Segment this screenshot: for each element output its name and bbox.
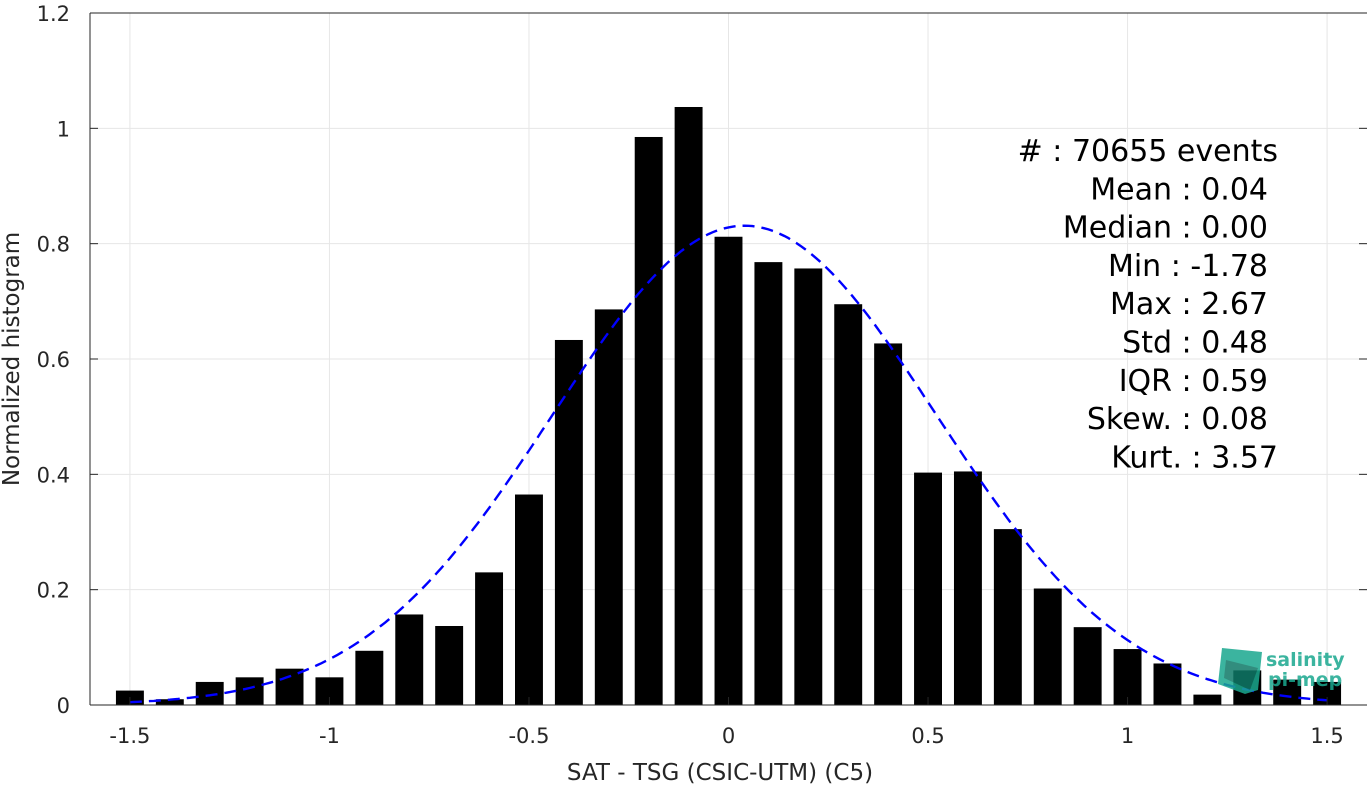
histogram-bar — [914, 472, 942, 705]
y-tick-label: 0.4 — [37, 463, 70, 487]
x-tick-label: 1 — [1121, 724, 1134, 748]
histogram-bar — [714, 236, 743, 705]
y-tick-label: 0.2 — [37, 579, 70, 603]
stats-line: Skew. : 0.08 — [1087, 402, 1268, 437]
y-tick-label: 0.8 — [37, 233, 70, 257]
histogram-bar — [1033, 588, 1062, 705]
x-tick-label: 1.5 — [1310, 724, 1343, 748]
histogram-bar — [754, 262, 783, 705]
x-tick-label: -1 — [319, 724, 340, 748]
histogram-bar — [634, 136, 663, 705]
stats-line: Median : 0.00 — [1063, 211, 1268, 246]
histogram-bar — [674, 106, 703, 706]
histogram-bar — [794, 268, 823, 705]
stats-line: Kurt. : 3.57 — [1111, 440, 1278, 475]
histogram-bar — [594, 309, 623, 705]
histogram-bar — [195, 681, 224, 705]
histogram-bar — [475, 572, 504, 705]
histogram-bar — [554, 339, 583, 705]
histogram-bar — [834, 304, 863, 705]
x-tick-label: 0.5 — [911, 724, 944, 748]
stats-line: # : 70655 events — [1018, 134, 1278, 169]
histogram-bar — [1193, 694, 1222, 705]
histogram-bar — [155, 699, 184, 705]
histogram-bar — [355, 650, 384, 705]
y-tick-label: 1.2 — [37, 2, 70, 26]
y-axis-label: Normalized histogram — [0, 232, 25, 486]
histogram-bar — [435, 625, 464, 705]
y-ticks: 0 0.2 0.4 0.6 0.8 1 1.2 — [37, 2, 1367, 718]
logo-text-line2: pi-mep — [1268, 669, 1342, 691]
y-tick-label: 0.6 — [37, 348, 70, 372]
stats-line: Min : -1.78 — [1108, 249, 1268, 284]
x-tick-label: -1.5 — [109, 724, 150, 748]
histogram-bar — [993, 529, 1022, 705]
histogram-bar — [1153, 663, 1182, 705]
histogram-bar — [395, 614, 424, 705]
histogram-bar — [1073, 627, 1102, 705]
histogram-bar — [1113, 649, 1142, 705]
histogram-bar — [275, 668, 304, 705]
histogram-bar — [953, 471, 982, 705]
logo-text-line1: salinity — [1266, 649, 1345, 671]
histogram-bar — [874, 343, 903, 705]
stats-line: Max : 2.67 — [1110, 287, 1268, 322]
x-axis-label: SAT - TSG (CSIC-UTM) (C5) — [567, 760, 873, 785]
x-tick-label: -0.5 — [508, 724, 549, 748]
normal-fit-curve — [129, 224, 1328, 704]
y-tick-label: 0 — [57, 694, 70, 718]
salinity-pi-mep-logo: salinity pi-mep — [1218, 648, 1345, 694]
histogram-bars — [115, 106, 1342, 706]
stats-line: IQR : 0.59 — [1119, 364, 1268, 399]
stats-line: Mean : 0.04 — [1090, 172, 1268, 207]
x-ticks: -1.5 -1 -0.5 0 0.5 1 1.5 — [109, 697, 1344, 748]
histogram-bar — [515, 494, 543, 705]
x-tick-label: 0 — [722, 724, 735, 748]
histogram-bar — [235, 677, 264, 705]
y-tick-label: 1 — [57, 117, 70, 141]
stats-line: Std : 0.48 — [1122, 326, 1268, 361]
histogram-bar — [1273, 679, 1302, 705]
